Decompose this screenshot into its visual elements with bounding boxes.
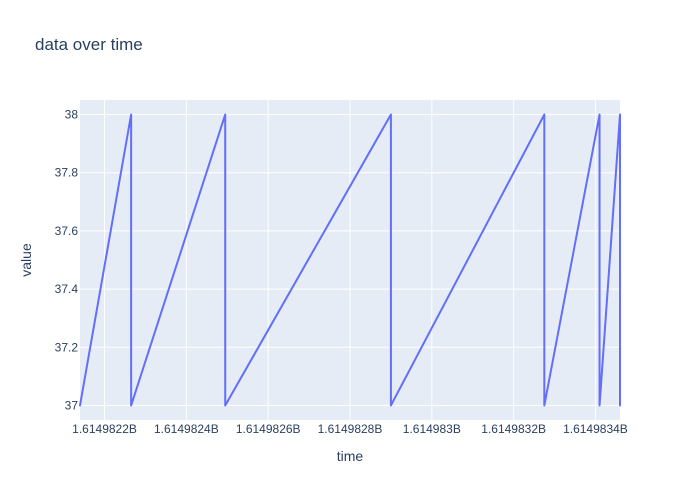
x-gridlines (104, 100, 596, 420)
series-layer (79, 113, 621, 407)
y-tick-labels: 37 37.2 37.4 37.6 37.8 38 (55, 108, 79, 413)
x-tick-label: 1.6149832B (481, 422, 546, 436)
x-axis-title: time (337, 448, 364, 464)
x-tick-label: 1.6149822B (72, 422, 137, 436)
y-tick-label: 37.8 (55, 166, 79, 180)
x-tick-label: 1.6149834B (563, 422, 628, 436)
y-tick-label: 38 (65, 108, 79, 122)
y-axis-title: value (18, 243, 34, 277)
x-tick-labels: 1.6149822B 1.6149824B 1.6149826B 1.6149828B… (72, 422, 628, 436)
series-line (79, 113, 621, 407)
x-tick-label: 1.614983B (403, 422, 461, 436)
chart-title: data over time (35, 35, 143, 54)
y-tick-label: 37.4 (55, 282, 79, 296)
y-tick-label: 37.6 (55, 224, 79, 238)
x-tick-label: 1.6149828B (318, 422, 383, 436)
x-tick-label: 1.6149824B (154, 422, 219, 436)
y-tick-label: 37.2 (55, 340, 79, 354)
x-tick-label: 1.6149826B (236, 422, 301, 436)
y-tick-label: 37 (65, 398, 79, 412)
